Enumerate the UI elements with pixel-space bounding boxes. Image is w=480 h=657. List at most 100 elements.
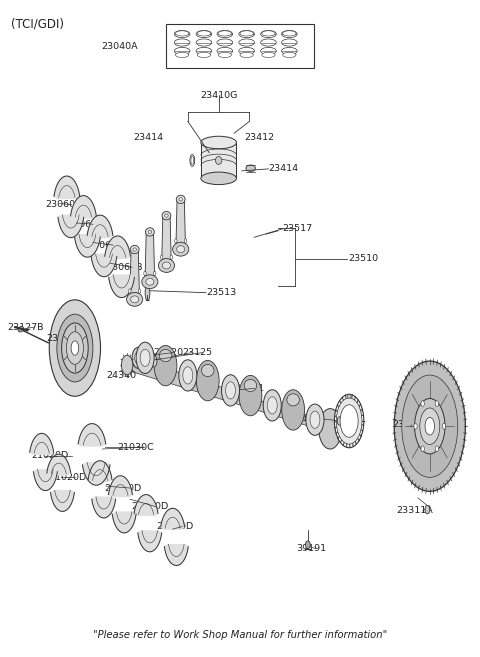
Ellipse shape: [337, 417, 342, 425]
Polygon shape: [127, 363, 330, 433]
Ellipse shape: [262, 53, 275, 58]
Text: 39190A: 39190A: [318, 424, 355, 433]
Text: 23517: 23517: [283, 224, 313, 233]
Ellipse shape: [240, 31, 253, 36]
Ellipse shape: [425, 505, 430, 514]
Ellipse shape: [175, 238, 177, 243]
Ellipse shape: [176, 195, 185, 204]
Text: "Please refer to Work Shop Manual for further information": "Please refer to Work Shop Manual for fu…: [93, 630, 387, 640]
Ellipse shape: [176, 31, 189, 36]
Ellipse shape: [246, 165, 255, 171]
Text: 23124B: 23124B: [47, 334, 83, 343]
Ellipse shape: [226, 382, 236, 399]
Polygon shape: [162, 215, 171, 265]
Text: 21020D: 21020D: [105, 484, 142, 493]
Ellipse shape: [127, 292, 143, 306]
Ellipse shape: [136, 342, 154, 373]
Ellipse shape: [239, 47, 254, 55]
Ellipse shape: [140, 350, 150, 367]
Ellipse shape: [190, 154, 195, 166]
Ellipse shape: [196, 39, 212, 46]
Ellipse shape: [435, 446, 439, 452]
Text: 11304B: 11304B: [297, 414, 334, 423]
Ellipse shape: [425, 417, 434, 435]
Polygon shape: [50, 491, 74, 511]
Ellipse shape: [148, 230, 152, 234]
Polygon shape: [138, 531, 162, 552]
Ellipse shape: [435, 401, 439, 407]
Ellipse shape: [174, 39, 190, 46]
Ellipse shape: [421, 401, 424, 407]
Polygon shape: [145, 232, 155, 282]
Polygon shape: [54, 176, 80, 198]
Text: 21020D: 21020D: [31, 451, 69, 460]
Polygon shape: [47, 454, 71, 475]
Ellipse shape: [196, 30, 212, 37]
Polygon shape: [165, 545, 188, 566]
Ellipse shape: [263, 390, 281, 421]
Text: (TCI/GDI): (TCI/GDI): [12, 18, 64, 31]
Polygon shape: [130, 250, 140, 300]
Ellipse shape: [146, 279, 154, 285]
Polygon shape: [109, 275, 134, 298]
Ellipse shape: [131, 296, 139, 303]
Ellipse shape: [179, 198, 182, 201]
Ellipse shape: [283, 53, 296, 58]
Ellipse shape: [267, 397, 277, 414]
Ellipse shape: [216, 156, 222, 164]
Ellipse shape: [240, 53, 253, 58]
Polygon shape: [88, 461, 112, 482]
Ellipse shape: [129, 289, 131, 293]
Polygon shape: [74, 235, 100, 257]
Ellipse shape: [130, 245, 139, 254]
Ellipse shape: [196, 47, 212, 55]
Ellipse shape: [239, 30, 254, 37]
Polygon shape: [34, 470, 57, 491]
Ellipse shape: [184, 238, 187, 243]
Polygon shape: [91, 254, 117, 277]
Ellipse shape: [145, 284, 150, 301]
Ellipse shape: [261, 39, 276, 46]
Ellipse shape: [239, 375, 262, 416]
Text: 23125: 23125: [182, 348, 212, 357]
Bar: [167, 24, 313, 68]
Text: 21020D: 21020D: [156, 522, 193, 531]
Ellipse shape: [402, 375, 458, 478]
Ellipse shape: [66, 332, 84, 365]
Ellipse shape: [132, 348, 144, 368]
Polygon shape: [108, 476, 132, 497]
Ellipse shape: [138, 289, 141, 293]
Ellipse shape: [281, 47, 297, 55]
Ellipse shape: [160, 255, 163, 260]
Polygon shape: [87, 215, 113, 238]
Ellipse shape: [176, 53, 189, 58]
Text: 23111: 23111: [234, 384, 264, 393]
Ellipse shape: [282, 390, 304, 430]
Ellipse shape: [49, 300, 100, 396]
Text: 23127B: 23127B: [8, 323, 44, 332]
Text: 23040A: 23040A: [101, 42, 138, 51]
Ellipse shape: [420, 408, 440, 444]
Ellipse shape: [217, 39, 233, 46]
Text: 21030C: 21030C: [118, 443, 155, 451]
Ellipse shape: [319, 409, 342, 449]
Ellipse shape: [196, 361, 219, 401]
Ellipse shape: [217, 47, 233, 55]
Ellipse shape: [287, 394, 300, 406]
Ellipse shape: [154, 346, 177, 386]
Text: 23414: 23414: [268, 164, 299, 173]
Ellipse shape: [217, 30, 233, 37]
Text: 23414: 23414: [133, 133, 163, 142]
Text: 23200B: 23200B: [392, 420, 428, 430]
Text: 23311A: 23311A: [396, 507, 433, 515]
Ellipse shape: [414, 423, 417, 429]
Ellipse shape: [158, 259, 175, 273]
Ellipse shape: [283, 31, 296, 36]
Ellipse shape: [336, 398, 362, 444]
Polygon shape: [134, 495, 158, 516]
Ellipse shape: [173, 242, 189, 256]
Ellipse shape: [135, 352, 141, 364]
Ellipse shape: [133, 248, 136, 251]
Ellipse shape: [174, 47, 190, 55]
Ellipse shape: [121, 355, 133, 374]
